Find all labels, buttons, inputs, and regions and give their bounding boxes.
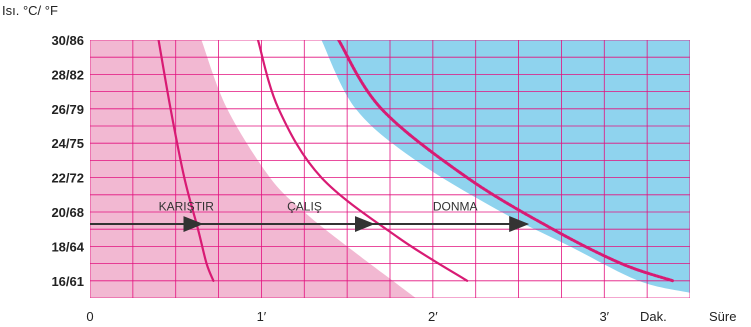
zone-label: DONMA	[433, 199, 478, 213]
y-tick-labels: 16/61 18/64 20/68 22/72 24/75 26/79 28/82 30/86	[51, 33, 84, 289]
plot-area	[90, 40, 690, 298]
x-tick-label: 2′	[428, 309, 438, 324]
y-axis-label: Isı. °C/ °F	[2, 3, 58, 18]
x-unit-label: Dak.	[640, 309, 667, 324]
donma-region	[321, 40, 690, 298]
x-axis-label: Süre	[709, 309, 736, 324]
x-tick-label: 3′	[599, 309, 609, 324]
y-tick-label: 30/86	[51, 33, 84, 48]
grid-lines	[90, 40, 690, 298]
y-tick-label: 26/79	[51, 102, 84, 117]
y-tick-label: 24/75	[51, 136, 84, 151]
curve-series	[157, 40, 675, 283]
x-tick-label: 1′	[257, 309, 267, 324]
curve-3	[337, 40, 675, 283]
zone-label: KARIŞTIR	[159, 199, 215, 213]
y-tick-label: 22/72	[51, 171, 84, 186]
y-tick-label: 20/68	[51, 205, 84, 220]
curve-2	[256, 40, 469, 282]
x-tick-label: 0	[86, 309, 93, 324]
x-tick-labels: 0 1′ 2′ 3′	[86, 309, 609, 324]
zone-label: ÇALIŞ	[287, 199, 322, 213]
karistir-region	[90, 40, 416, 298]
curve-1	[157, 40, 215, 282]
y-tick-label: 18/64	[51, 239, 84, 254]
y-tick-label: 16/61	[51, 274, 84, 289]
zone-labels: KARIŞTIR ÇALIŞ DONMA	[159, 199, 478, 213]
y-tick-label: 28/82	[51, 67, 84, 82]
